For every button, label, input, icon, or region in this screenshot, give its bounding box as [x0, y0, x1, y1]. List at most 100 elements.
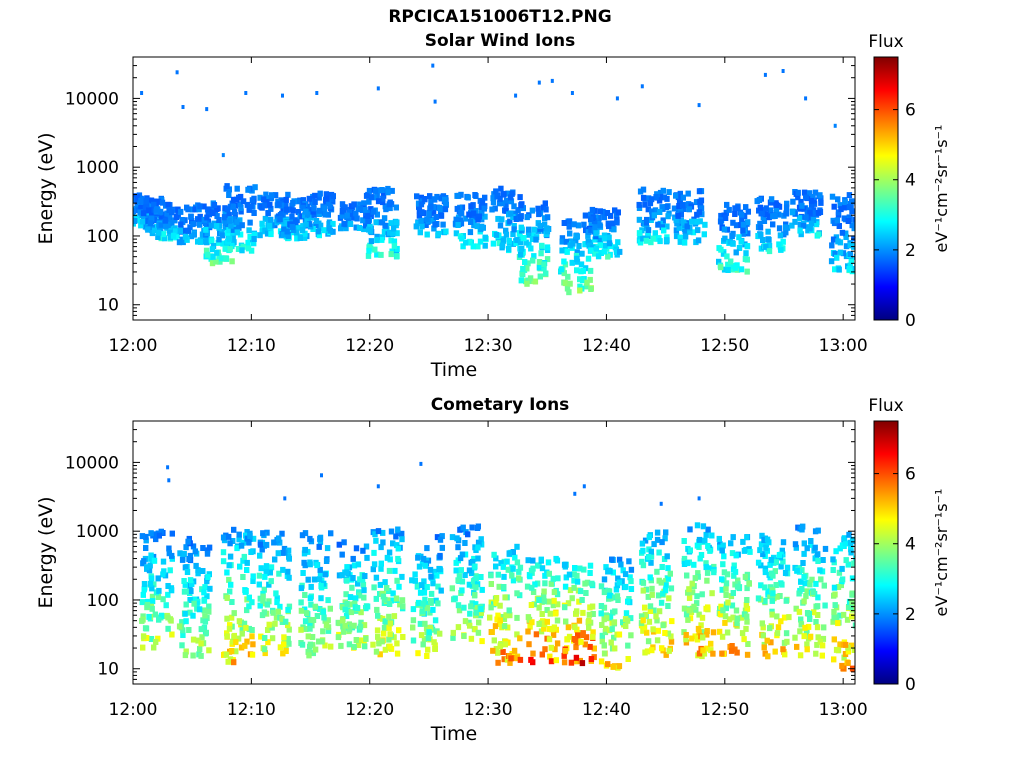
data-cell-burst-18 — [673, 217, 679, 223]
data-cell-burst-18 — [857, 612, 862, 618]
data-cell-burst-14 — [525, 260, 531, 267]
data-cell-burst-19 — [724, 226, 730, 233]
data-cell-burst-16 — [770, 590, 776, 597]
data-cell-burst-12 — [601, 589, 608, 596]
data-cell-burst-19 — [745, 219, 751, 226]
data-cell-burst-20 — [778, 246, 784, 253]
data-cell-burst-5 — [235, 246, 242, 252]
data-cell-burst-22 — [828, 258, 835, 265]
data-cell-burst-12 — [612, 645, 618, 652]
colorbar-title: Flux — [868, 32, 903, 52]
data-cell-burst-9 — [489, 629, 495, 635]
data-cell-burst-5 — [342, 606, 348, 613]
data-cell-burst-2 — [149, 210, 155, 217]
data-cell-burst-3 — [285, 606, 291, 613]
data-cell-burst-8 — [312, 192, 318, 199]
data-cell-burst-19 — [743, 250, 749, 257]
data-cell-burst-8 — [469, 524, 475, 531]
data-cell-burst-16 — [772, 648, 778, 655]
data-cell-burst-17 — [647, 200, 654, 207]
data-cell-burst-15 — [734, 620, 740, 627]
data-cell-burst-22 — [832, 250, 838, 257]
data-cell-burst-7 — [296, 224, 303, 231]
data-cell-burst-16 — [783, 630, 790, 637]
data-cell-burst-12 — [605, 587, 611, 594]
data-cell-burst-1 — [143, 202, 150, 209]
data-cell-burst-17 — [640, 235, 646, 242]
data-cell-burst-6 — [399, 597, 406, 604]
data-cell-burst-14 — [524, 265, 530, 272]
data-cell-burst-1 — [187, 577, 194, 584]
data-cell-burst-4 — [215, 239, 221, 246]
data-cell-burst-16 — [615, 209, 621, 216]
data-cell-burst-9 — [493, 600, 499, 607]
data-cell-burst-19 — [733, 249, 739, 256]
data-cell-burst-5 — [348, 609, 355, 616]
data-cell-burst-3 — [266, 581, 272, 588]
data-cell-burst-15 — [733, 607, 740, 614]
data-cell-burst-1 — [193, 562, 199, 569]
data-cell-burst-3 — [182, 227, 188, 234]
data-cell-burst-3 — [285, 547, 292, 554]
data-cell-burst-13 — [513, 216, 519, 222]
data-cell-burst-4 — [319, 638, 325, 645]
data-cell-burst-8 — [469, 582, 476, 589]
data-cell-burst-15 — [720, 607, 726, 614]
data-cell-burst-21 — [810, 209, 816, 216]
data-cell-burst-5 — [222, 245, 228, 252]
data-cell-burst-1 — [181, 551, 187, 557]
x-tick-label: 12:30 — [464, 336, 513, 356]
data-cell-burst-16 — [613, 248, 620, 255]
data-cell-burst-5 — [249, 197, 256, 204]
data-cell-burst-3 — [190, 221, 196, 228]
data-cell-burst-4 — [210, 253, 216, 260]
x-tick-label: 12:10 — [227, 336, 276, 356]
data-cell-burst-14 — [694, 542, 701, 549]
data-cell-burst-7 — [300, 197, 306, 204]
data-cell-burst-10 — [366, 187, 373, 194]
data-cell-burst-4 — [314, 562, 320, 569]
data-cell-burst-14 — [691, 561, 697, 568]
data-cell-burst-5 — [230, 196, 237, 203]
data-cell-burst-19 — [743, 204, 749, 211]
data-cell-burst-17 — [656, 197, 663, 204]
data-cell-burst-17 — [636, 201, 642, 208]
data-cell-burst-3 — [257, 552, 263, 559]
data-cell-burst-2 — [246, 539, 252, 546]
data-cell-burst-10 — [538, 556, 544, 563]
data-cell-burst-8 — [325, 211, 331, 218]
data-cell-burst-2 — [220, 558, 227, 565]
data-cell-burst-8 — [467, 622, 473, 629]
data-cell-burst-3 — [263, 563, 270, 570]
data-cell-burst-13 — [645, 554, 652, 560]
data-cell-burst-6 — [381, 624, 388, 631]
data-cell-burst-1 — [189, 581, 195, 588]
data-cell-burst-3 — [280, 566, 286, 573]
data-cell-burst-3 — [265, 639, 271, 646]
data-cell-burst-0 — [140, 633, 147, 640]
data-cell-burst-3 — [276, 570, 282, 577]
data-cell-burst-6 — [386, 601, 393, 607]
data-cell-burst-17 — [796, 608, 803, 615]
data-cell-burst-9 — [488, 581, 494, 587]
data-cell-burst-18 — [694, 218, 700, 225]
data-cell-burst-16 — [772, 568, 778, 575]
data-cell-point-4 — [376, 484, 380, 489]
data-cell-burst-2 — [223, 651, 230, 658]
data-cell-burst-13 — [647, 603, 654, 610]
data-cell-burst-17 — [815, 612, 821, 618]
data-cell-burst-4 — [302, 530, 309, 537]
data-cell-burst-17 — [804, 641, 810, 648]
data-cell-burst-4 — [298, 585, 305, 592]
data-cell-burst-3 — [187, 224, 193, 231]
data-cell-burst-21 — [818, 199, 824, 206]
data-cell-burst-21 — [795, 189, 801, 196]
data-cell-burst-16 — [589, 206, 596, 213]
data-cell-burst-2 — [226, 533, 232, 540]
data-cell-burst-2 — [162, 217, 169, 224]
data-cell-burst-18 — [840, 611, 847, 618]
data-cell-burst-0 — [149, 605, 155, 612]
data-cell-burst-9 — [501, 656, 507, 663]
data-cell-burst-11 — [562, 647, 569, 654]
data-cell-burst-16 — [757, 547, 763, 554]
